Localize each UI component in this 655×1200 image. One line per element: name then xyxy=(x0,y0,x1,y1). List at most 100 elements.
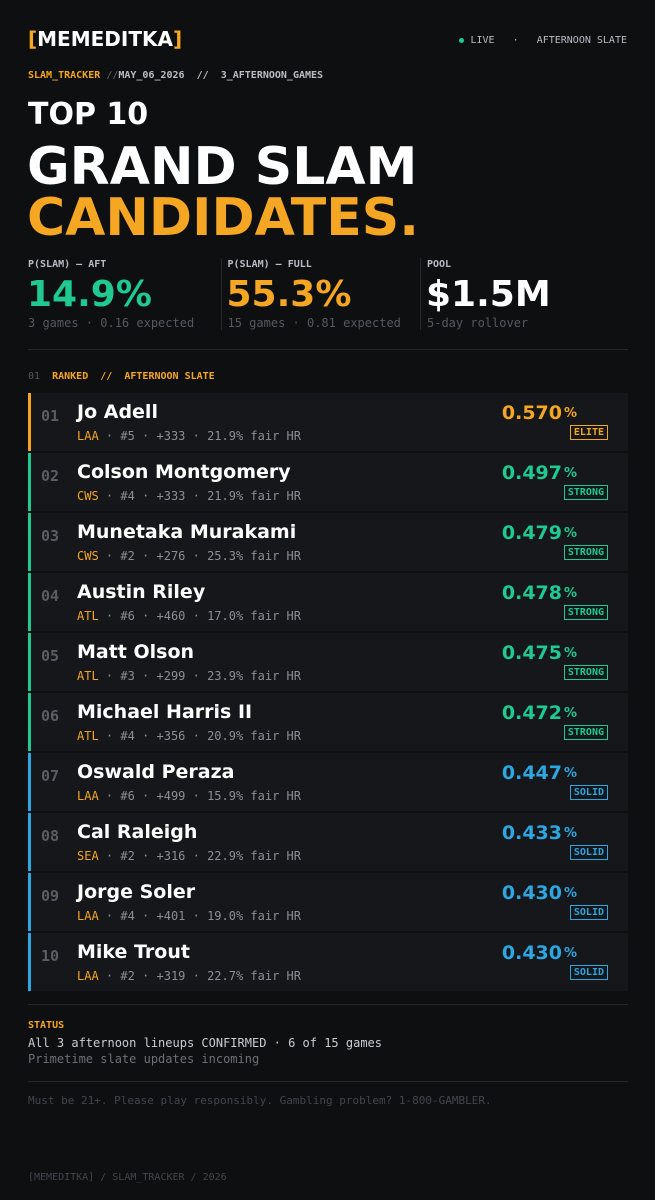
player-name: Michael Harris II xyxy=(77,701,253,723)
rank: 04 xyxy=(41,587,60,605)
rank: 03 xyxy=(41,527,60,545)
title: RANKED xyxy=(52,371,89,382)
rank: 08 xyxy=(41,827,60,845)
meta: · #4 · +401 · 19.0% fair HR xyxy=(105,909,301,923)
player-row: 10 Mike Trout LAA · #2 · +319 · 22.7% fair… xyxy=(28,933,628,991)
unit: % xyxy=(564,466,578,481)
status-line: Primetime slate updates incoming xyxy=(28,1052,260,1066)
player-meta: CWS · #4 · +333 · 21.9% fair HR xyxy=(77,489,301,503)
meta: · #2 · +276 · 25.3% fair HR xyxy=(105,549,301,563)
meta: · #2 · +316 · 22.9% fair HR xyxy=(105,849,301,863)
tier-badge: STRONG xyxy=(563,485,608,500)
divider xyxy=(28,1004,628,1005)
slate: AFTERNOON SLATE xyxy=(124,371,215,382)
rank: 06 xyxy=(41,707,60,725)
sep: // xyxy=(196,70,209,81)
section-title: 01 RANKED // AFTERNOON SLATE xyxy=(28,371,215,382)
app: SLAM_TRACKER xyxy=(28,70,101,81)
meta: · #4 · +333 · 21.9% fair HR xyxy=(105,489,301,503)
player-row: 05 Matt Olson ATL · #3 · +299 · 23.9% fair… xyxy=(28,633,628,691)
tier-badge: ELITE xyxy=(569,425,608,440)
unit: % xyxy=(564,706,578,721)
headline-accent: CANDIDATES. xyxy=(27,188,420,248)
player-meta: ATL · #3 · +299 · 23.9% fair HR xyxy=(77,669,301,683)
player-name: Jo Adell xyxy=(77,401,158,423)
date: MAY_06_2026 xyxy=(118,70,185,81)
rank: 01 xyxy=(41,407,60,425)
player-name: Colson Montgomery xyxy=(77,461,291,483)
player-name: Oswald Peraza xyxy=(77,761,235,783)
unit: % xyxy=(564,406,578,421)
team: ATL xyxy=(77,609,99,623)
probability: 0.570 xyxy=(501,402,562,424)
stat-label: P(SLAM) — AFT xyxy=(28,259,107,270)
brand: MEMEDITKA xyxy=(37,27,173,51)
stat-label: P(SLAM) — FULL xyxy=(227,259,312,270)
probability: 0.472 xyxy=(501,702,562,724)
live-status: LIVE · AFTERNOON SLATE xyxy=(459,35,627,46)
player-name: Cal Raleigh xyxy=(77,821,198,843)
tier-badge: STRONG xyxy=(563,545,608,560)
player-meta: ATL · #6 · +460 · 17.0% fair HR xyxy=(77,609,301,623)
tier-badge: SOLID xyxy=(569,905,608,920)
rank: 05 xyxy=(41,647,60,665)
player-row: 07 Oswald Peraza LAA · #6 · +499 · 15.9% f… xyxy=(28,753,628,811)
games: 3_AFTERNOON_GAMES xyxy=(220,70,324,81)
player-row: 06 Michael Harris II ATL · #4 · +356 · 20.… xyxy=(28,693,628,751)
team: ATL xyxy=(77,669,99,683)
team: LAA xyxy=(77,429,99,443)
headline: GRAND SLAM xyxy=(27,137,418,197)
probability: 0.478 xyxy=(501,582,562,604)
unit: % xyxy=(564,886,578,901)
status-label: STATUS xyxy=(28,1020,65,1031)
tier-badge: STRONG xyxy=(563,605,608,620)
stat-value: $1.5M xyxy=(426,274,551,315)
meta: · #3 · +299 · 23.9% fair HR xyxy=(105,669,301,683)
probability: 0.497 xyxy=(501,462,562,484)
unit: % xyxy=(564,946,578,961)
team: SEA xyxy=(77,849,99,863)
rank: 10 xyxy=(41,947,60,965)
team: CWS xyxy=(77,549,99,563)
probability: 0.430 xyxy=(501,882,562,904)
tier-badge: SOLID xyxy=(569,845,608,860)
probability: 0.433 xyxy=(501,822,562,844)
meta: · #6 · +499 · 15.9% fair HR xyxy=(105,789,301,803)
player-row: 08 Cal Raleigh SEA · #2 · +316 · 22.9% fai… xyxy=(28,813,628,871)
stat-value: 14.9% xyxy=(27,274,152,315)
player-name: Munetaka Murakami xyxy=(77,521,297,543)
player-meta: SEA · #2 · +316 · 22.9% fair HR xyxy=(77,849,301,863)
breadcrumb: SLAM_TRACKER //MAY_06_2026 // 3_AFTERNOO… xyxy=(28,70,323,81)
probability: 0.447 xyxy=(501,762,562,784)
player-row: 09 Jorge Soler LAA · #4 · +401 · 19.0% fai… xyxy=(28,873,628,931)
player-meta: LAA · #4 · +401 · 19.0% fair HR xyxy=(77,909,301,923)
bracket: [ xyxy=(28,27,38,51)
meta: · #6 · +460 · 17.0% fair HR xyxy=(105,609,301,623)
disclaimer: Must be 21+. Please play responsibly. Ga… xyxy=(28,1094,492,1107)
team: LAA xyxy=(77,909,99,923)
tier-badge: SOLID xyxy=(569,965,608,980)
player-meta: ATL · #4 · +356 · 20.9% fair HR xyxy=(77,729,301,743)
player-name: Matt Olson xyxy=(77,641,195,663)
live-dot xyxy=(459,37,465,43)
status-line: All 3 afternoon lineups CONFIRMED · 6 of… xyxy=(28,1036,383,1050)
probability: 0.479 xyxy=(501,522,562,544)
live: LIVE xyxy=(470,35,495,46)
meta: · #4 · +356 · 20.9% fair HR xyxy=(105,729,301,743)
num: 01 xyxy=(28,371,41,382)
player-row: 02 Colson Montgomery CWS · #4 · +333 · 21.… xyxy=(28,453,628,511)
player-name: Austin Riley xyxy=(77,581,206,603)
stat-sub: 3 games · 0.16 expected xyxy=(28,316,195,330)
divider xyxy=(28,349,628,350)
sep: // xyxy=(106,70,119,81)
unit: % xyxy=(564,586,578,601)
probability: 0.475 xyxy=(501,642,562,664)
tier-badge: STRONG xyxy=(563,665,608,680)
team: LAA xyxy=(77,789,99,803)
stat-sub: 5-day rollover xyxy=(427,316,529,330)
divider xyxy=(28,1081,628,1082)
unit: % xyxy=(564,646,578,661)
tier-badge: SOLID xyxy=(569,785,608,800)
unit: % xyxy=(564,826,578,841)
